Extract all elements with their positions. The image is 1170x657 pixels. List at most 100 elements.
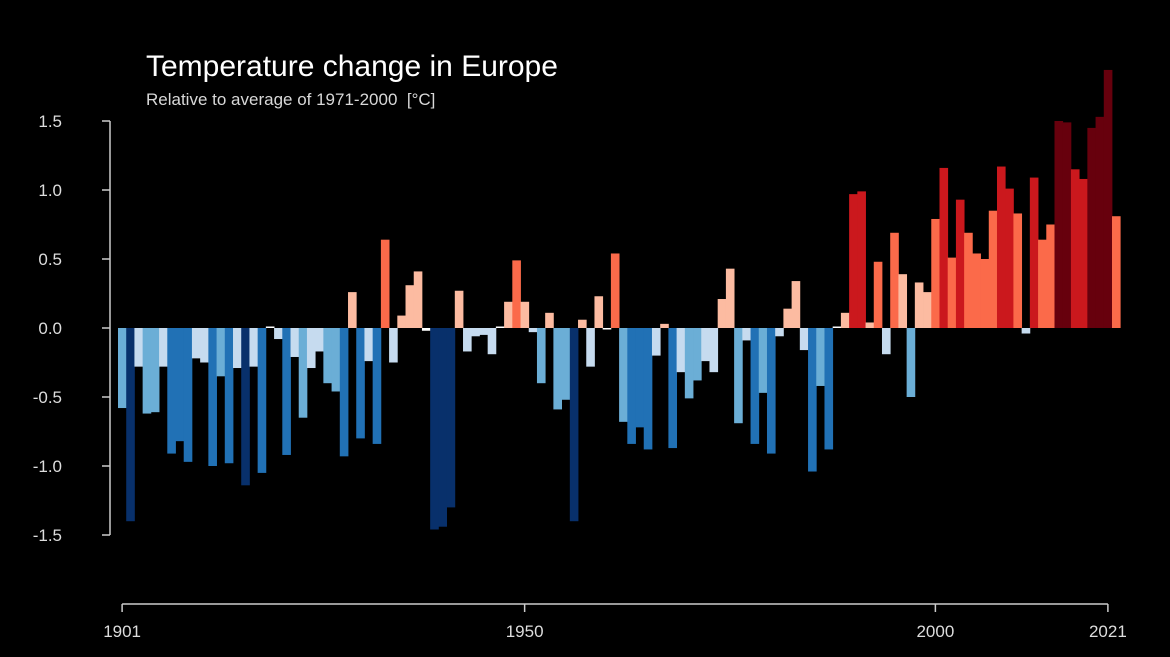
bar-1983 <box>791 281 801 328</box>
bar-1976 <box>734 328 743 424</box>
bar-1939 <box>430 328 439 530</box>
x-tick-label: 1901 <box>103 622 141 641</box>
bar-1999 <box>923 292 932 328</box>
bar-1949 <box>512 260 521 328</box>
y-axis: 1.5 1.0 0.5 0.0 -0.5 -1.0 -1.5 <box>33 112 111 545</box>
bar-1998 <box>914 282 924 328</box>
bar-1947 <box>495 326 505 328</box>
bar-2003 <box>955 199 965 328</box>
y-tick-label: 0.5 <box>38 250 62 269</box>
y-tick-label: -1.0 <box>33 457 62 476</box>
y-tick-label: -0.5 <box>33 388 62 407</box>
y-tick-label: 1.5 <box>38 112 62 131</box>
bar-1941 <box>446 328 456 508</box>
bar-1997 <box>906 328 916 397</box>
bar-1937 <box>413 271 423 328</box>
bar-1953 <box>545 312 554 328</box>
bar-1948 <box>504 301 513 328</box>
bar-1934 <box>389 328 398 363</box>
bar-1969 <box>676 328 686 373</box>
bar-1961 <box>610 253 620 328</box>
bar-1984 <box>799 328 809 351</box>
bar-1966 <box>651 328 661 356</box>
bar-2007 <box>988 210 998 328</box>
bar-1977 <box>742 328 751 341</box>
y-tick-label: 1.0 <box>38 181 62 200</box>
bar-1908 <box>175 328 185 442</box>
bar-1980 <box>766 328 776 454</box>
bar-2010 <box>1013 213 1023 328</box>
bar-1914 <box>224 328 234 464</box>
bar-2016 <box>1062 122 1072 328</box>
bar-1923 <box>298 328 308 418</box>
bar-1918 <box>257 328 267 473</box>
bar-1987 <box>824 328 834 450</box>
bar-1936 <box>405 285 415 328</box>
bar-1981 <box>775 328 784 337</box>
bar-2008 <box>996 166 1006 328</box>
bar-1920 <box>274 328 283 340</box>
bar-1957 <box>578 319 587 328</box>
bar-1960 <box>602 328 612 330</box>
bar-1992 <box>865 322 875 328</box>
bar-1930 <box>356 328 365 439</box>
bar-1968 <box>668 328 678 449</box>
bar-1919 <box>265 326 275 328</box>
chart-subtitle: Relative to average of 1971-2000 [°C] <box>146 90 436 109</box>
bar-1970 <box>684 328 694 399</box>
bar-1955 <box>561 328 571 400</box>
bar-1929 <box>348 292 357 328</box>
bar-1922 <box>290 328 300 357</box>
bar-1952 <box>536 328 546 384</box>
x-tick-label: 2021 <box>1089 622 1127 641</box>
bar-1903 <box>134 328 144 367</box>
bar-1909 <box>183 328 193 462</box>
bar-1938 <box>421 328 431 331</box>
bar-1962 <box>619 328 628 422</box>
bar-1963 <box>627 328 636 444</box>
bar-2017 <box>1070 169 1080 328</box>
bar-1924 <box>306 328 316 369</box>
bar-2009 <box>1005 188 1014 328</box>
bar-1975 <box>725 268 735 328</box>
bar-1988 <box>832 326 842 328</box>
bar-1958 <box>586 328 595 367</box>
bar-2020 <box>1095 116 1105 328</box>
bar-1989 <box>840 312 850 328</box>
bar-2013 <box>1038 239 1047 328</box>
bar-2012 <box>1029 177 1039 328</box>
bar-1996 <box>898 274 908 328</box>
bar-1933 <box>380 239 390 328</box>
bar-1921 <box>282 328 291 455</box>
bar-2019 <box>1087 127 1096 329</box>
bar-1911 <box>200 328 209 363</box>
bar-1940 <box>438 328 447 527</box>
bar-1944 <box>471 328 480 337</box>
bar-1971 <box>693 328 702 381</box>
bar-1973 <box>709 328 719 373</box>
bar-1927 <box>331 328 341 392</box>
bar-1904 <box>142 328 152 414</box>
bar-2004 <box>964 232 973 328</box>
bar-2005 <box>972 253 981 328</box>
bar-1972 <box>701 328 710 362</box>
x-tick-label: 2000 <box>916 622 954 641</box>
x-axis: 1901 1950 2000 2021 <box>103 603 1127 641</box>
bar-1995 <box>890 232 899 328</box>
bar-1901 <box>118 328 127 409</box>
bar-1993 <box>873 261 883 328</box>
bar-1912 <box>208 328 217 466</box>
bar-2002 <box>947 257 957 328</box>
bar-1926 <box>323 328 332 384</box>
bar-1978 <box>750 328 760 444</box>
bar-1979 <box>758 328 768 393</box>
bar-1965 <box>643 328 653 450</box>
bar-1945 <box>479 328 489 335</box>
bar-1943 <box>463 328 472 352</box>
bar-undefined <box>1112 216 1121 328</box>
bar-1982 <box>783 308 793 328</box>
bar-2000 <box>931 218 940 328</box>
y-tick-label: -1.5 <box>33 526 62 545</box>
bar-1932 <box>372 328 382 444</box>
